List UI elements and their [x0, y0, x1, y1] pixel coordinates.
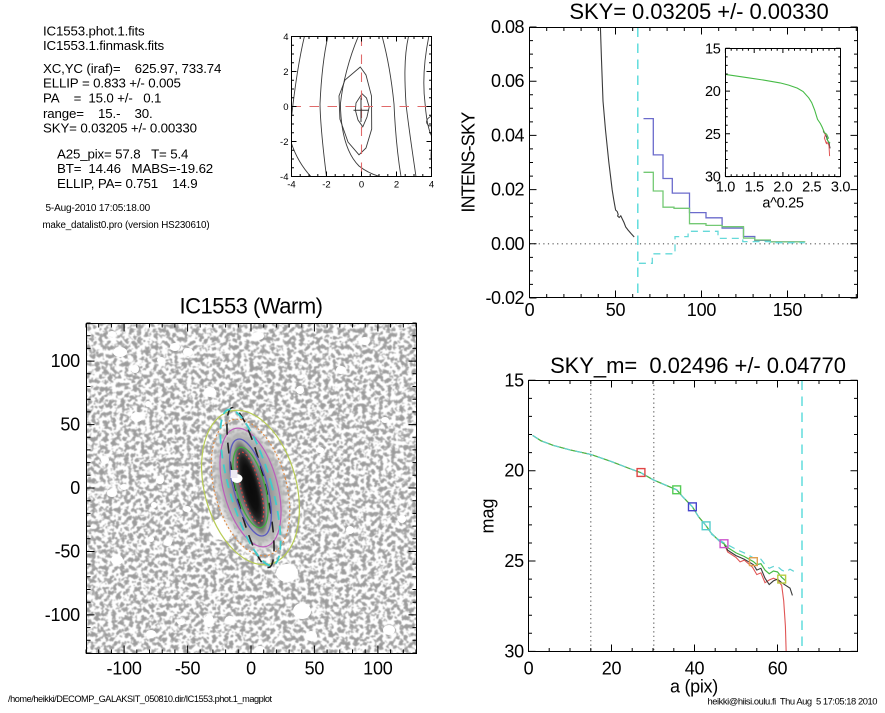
svg-text:-2: -2	[280, 137, 288, 148]
svg-text:50: 50	[606, 300, 626, 320]
svg-text:100: 100	[363, 658, 393, 678]
svg-text:150: 150	[773, 300, 803, 320]
svg-text:BT= 14.46 MABS=-19.62: BT= 14.46 MABS=-19.62	[57, 161, 213, 176]
svg-text:2: 2	[394, 180, 399, 191]
svg-text:0.02: 0.02	[491, 180, 525, 200]
svg-text:SKY= 0.03205 +/- 0.00330: SKY= 0.03205 +/- 0.00330	[569, 0, 828, 24]
svg-text:0: 0	[283, 102, 288, 113]
svg-text:0.04: 0.04	[491, 125, 525, 145]
svg-text:25: 25	[504, 551, 524, 571]
svg-text:0: 0	[70, 478, 80, 498]
svg-text:-50: -50	[175, 658, 201, 678]
svg-text:4: 4	[283, 32, 288, 43]
svg-text:60: 60	[768, 659, 788, 679]
svg-text:50: 50	[60, 415, 80, 435]
svg-text:-50: -50	[55, 542, 81, 562]
svg-text:/home/heikki/DECOMP_GALAKSIT_0: /home/heikki/DECOMP_GALAKSIT_050810.dir/…	[8, 694, 273, 704]
svg-text:IC1553.1.finmask.fits: IC1553.1.finmask.fits	[43, 38, 165, 53]
svg-text:15: 15	[504, 370, 524, 390]
svg-text:30: 30	[705, 170, 721, 186]
svg-text:0.08: 0.08	[491, 17, 525, 37]
svg-text:heikki@hiisi.oulu.fi Thu Aug: heikki@hiisi.oulu.fi Thu Aug 5 17:05:18 …	[708, 695, 878, 706]
svg-text:A25_pix= 57.8 T= 5.4: A25_pix= 57.8 T= 5.4	[57, 146, 188, 161]
svg-text:0: 0	[524, 659, 534, 679]
svg-text:20: 20	[504, 461, 524, 481]
svg-text:4: 4	[429, 180, 434, 191]
svg-text:3.0: 3.0	[831, 180, 850, 196]
svg-text:15: 15	[705, 41, 721, 57]
svg-text:25: 25	[705, 127, 721, 143]
svg-text:-4: -4	[280, 172, 288, 183]
svg-text:-2: -2	[322, 180, 330, 191]
svg-text:2.0: 2.0	[773, 180, 792, 196]
svg-text:IC1553.phot.1.fits: IC1553.phot.1.fits	[43, 24, 145, 39]
svg-text:40: 40	[685, 659, 705, 679]
svg-text:make_datalist0.pro (version HS: make_datalist0.pro (version HS230610)	[42, 220, 209, 231]
svg-text:IC1553 (Warm): IC1553 (Warm)	[179, 294, 322, 319]
svg-text:0.06: 0.06	[491, 71, 525, 91]
svg-text:ELLIP = 0.833 +/- 0.005: ELLIP = 0.833 +/- 0.005	[43, 76, 181, 91]
svg-text:0: 0	[359, 180, 364, 191]
svg-text:PA = 15.0 +/- 0.1: PA = 15.0 +/- 0.1	[43, 90, 161, 105]
svg-text:20: 20	[705, 84, 721, 100]
svg-text:0: 0	[246, 658, 256, 678]
svg-text:-0.02: -0.02	[485, 288, 524, 308]
svg-text:1.0: 1.0	[716, 180, 735, 196]
svg-text:range= 15.- 30.: range= 15.- 30.	[43, 106, 153, 121]
svg-text:-100: -100	[106, 658, 141, 678]
svg-text:0.00: 0.00	[491, 234, 525, 254]
svg-text:-100: -100	[45, 605, 80, 625]
svg-text:SKY= 0.03205 +/- 0.00330: SKY= 0.03205 +/- 0.00330	[43, 121, 197, 136]
svg-text:mag: mag	[478, 498, 498, 533]
svg-text:a^0.25: a^0.25	[762, 196, 804, 212]
svg-text:100: 100	[51, 351, 81, 371]
svg-text:SKY_m= 0.02496 +/- 0.04770: SKY_m= 0.02496 +/- 0.04770	[550, 353, 846, 378]
svg-text:a (pix): a (pix)	[670, 677, 718, 697]
svg-text:5-Aug-2010 17:05:18.00: 5-Aug-2010 17:05:18.00	[46, 203, 151, 214]
svg-text:30: 30	[504, 641, 524, 661]
svg-text:50: 50	[305, 658, 325, 678]
svg-text:20: 20	[602, 659, 622, 679]
svg-text:1.5: 1.5	[745, 180, 764, 196]
svg-text:2.5: 2.5	[802, 180, 821, 196]
svg-text:INTENS-SKY: INTENS-SKY	[459, 112, 479, 213]
svg-text:2: 2	[283, 67, 288, 78]
svg-text:0: 0	[525, 300, 535, 320]
svg-text:ELLIP, PA= 0.751 14.9: ELLIP, PA= 0.751 14.9	[57, 176, 197, 191]
svg-text:-4: -4	[287, 180, 295, 191]
svg-text:100: 100	[687, 300, 717, 320]
svg-text:XC,YC (iraf)= 625.97, 733.7: XC,YC (iraf)= 625.97, 733.74	[43, 61, 221, 76]
